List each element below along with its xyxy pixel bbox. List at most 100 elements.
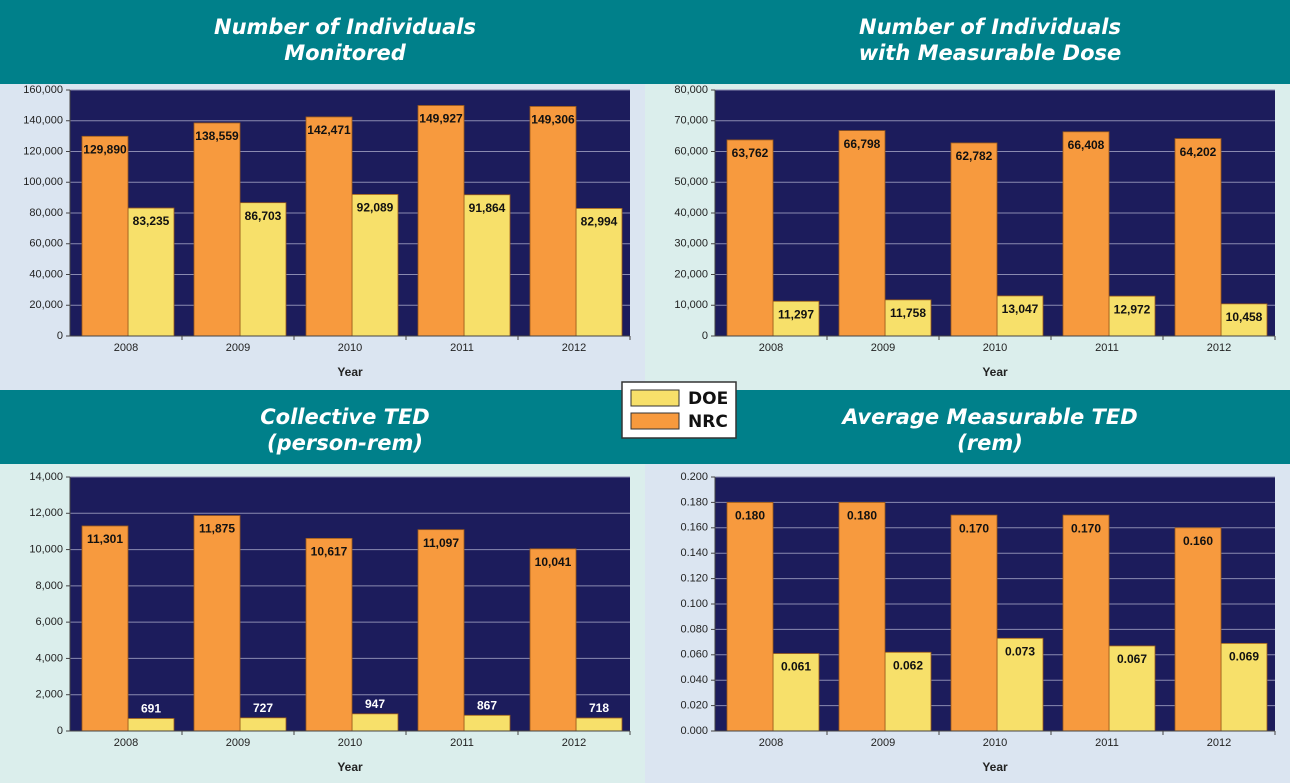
bar <box>463 194 511 337</box>
y-tick-label: 0.040 <box>680 674 708 686</box>
bar <box>838 501 886 732</box>
bar <box>417 105 465 337</box>
y-tick-label: 120,000 <box>23 145 63 157</box>
title-bar <box>645 0 1290 84</box>
data-label: 63,762 <box>732 146 769 160</box>
y-tick-label: 60,000 <box>674 145 708 157</box>
bar <box>81 135 129 337</box>
data-label: 92,089 <box>357 201 394 215</box>
bar <box>884 651 932 732</box>
chart-title: (rem) <box>957 431 1023 455</box>
y-tick-label: 100,000 <box>23 176 63 188</box>
bar <box>1108 295 1156 337</box>
bar <box>193 515 241 732</box>
y-tick-label: 0.140 <box>680 547 708 559</box>
data-label: 0.061 <box>781 660 811 674</box>
bar <box>239 717 287 732</box>
bar <box>772 300 820 337</box>
y-tick-label: 80,000 <box>29 207 63 219</box>
bar <box>996 637 1044 732</box>
bar <box>305 537 353 732</box>
x-tick-label: 2008 <box>759 737 783 749</box>
x-tick-label: 2012 <box>1207 737 1231 749</box>
y-tick-label: 0.160 <box>680 522 708 534</box>
bar <box>1220 642 1268 732</box>
x-tick-label: 2011 <box>450 737 474 749</box>
x-tick-label: 2011 <box>1095 342 1119 354</box>
bar <box>529 548 577 732</box>
data-label: 86,703 <box>245 209 282 223</box>
data-label: 12,972 <box>1114 302 1151 316</box>
data-label: 0.062 <box>893 658 923 672</box>
legend-label: DOE <box>688 389 728 409</box>
data-label: 11,301 <box>87 532 123 546</box>
bar <box>950 142 998 337</box>
x-axis-title: Year <box>337 365 363 379</box>
data-label: 10,458 <box>1226 310 1263 324</box>
x-tick-label: 2012 <box>562 737 586 749</box>
x-tick-label: 2009 <box>871 342 895 354</box>
x-axis-title: Year <box>982 365 1008 379</box>
title-bar <box>0 390 645 464</box>
y-tick-label: 0.020 <box>680 700 708 712</box>
y-tick-label: 70,000 <box>674 115 708 127</box>
bar <box>351 713 399 732</box>
x-tick-label: 2009 <box>226 342 250 354</box>
data-label: 727 <box>253 701 273 715</box>
data-label: 718 <box>589 701 609 715</box>
legend-swatch <box>630 412 680 430</box>
y-tick-label: 6,000 <box>35 616 63 628</box>
x-tick-label: 2010 <box>338 342 362 354</box>
y-tick-label: 140,000 <box>23 115 63 127</box>
bar <box>838 130 886 337</box>
data-label: 11,097 <box>423 536 459 550</box>
bar <box>127 207 175 337</box>
data-label: 0.067 <box>1117 652 1147 666</box>
bar <box>575 717 623 732</box>
data-label: 0.160 <box>1183 534 1213 548</box>
y-tick-label: 20,000 <box>674 268 708 280</box>
y-tick-label: 0.120 <box>680 573 708 585</box>
legend-swatch <box>630 389 680 407</box>
chart-title: Number of Individuals <box>859 15 1121 39</box>
chart-title: Average Measurable TED <box>840 405 1137 429</box>
y-tick-label: 2,000 <box>35 689 63 701</box>
data-label: 11,297 <box>778 307 814 321</box>
y-tick-label: 0 <box>702 330 708 342</box>
title-bar <box>645 390 1290 464</box>
bar <box>193 122 241 337</box>
chart-title: Monitored <box>284 41 407 65</box>
y-tick-label: 50,000 <box>674 176 708 188</box>
bar <box>1174 138 1222 337</box>
y-tick-label: 0.180 <box>680 496 708 508</box>
y-tick-label: 8,000 <box>35 580 63 592</box>
y-tick-label: 14,000 <box>29 471 63 483</box>
bar <box>351 194 399 337</box>
y-tick-label: 0 <box>57 725 63 737</box>
data-label: 10,041 <box>535 555 572 569</box>
chart-title: Number of Individuals <box>214 15 476 39</box>
data-label: 0.170 <box>1071 521 1101 535</box>
y-tick-label: 60,000 <box>29 238 63 250</box>
bar <box>305 116 353 337</box>
x-tick-label: 2008 <box>114 737 138 749</box>
y-tick-label: 10,000 <box>674 299 708 311</box>
y-tick-label: 0.080 <box>680 623 708 635</box>
data-label: 149,306 <box>531 113 575 127</box>
bar <box>772 653 820 732</box>
bar <box>1174 527 1222 732</box>
data-label: 129,890 <box>83 142 127 156</box>
bar <box>239 202 287 337</box>
y-tick-label: 20,000 <box>29 299 63 311</box>
x-tick-label: 2010 <box>983 737 1007 749</box>
y-tick-label: 40,000 <box>674 207 708 219</box>
bar <box>1108 645 1156 732</box>
y-tick-label: 0.060 <box>680 649 708 661</box>
x-tick-label: 2008 <box>114 342 138 354</box>
bar <box>950 514 998 732</box>
y-tick-label: 0 <box>57 330 63 342</box>
data-label: 66,408 <box>1068 138 1105 152</box>
y-tick-label: 4,000 <box>35 652 63 664</box>
data-label: 0.170 <box>959 521 989 535</box>
